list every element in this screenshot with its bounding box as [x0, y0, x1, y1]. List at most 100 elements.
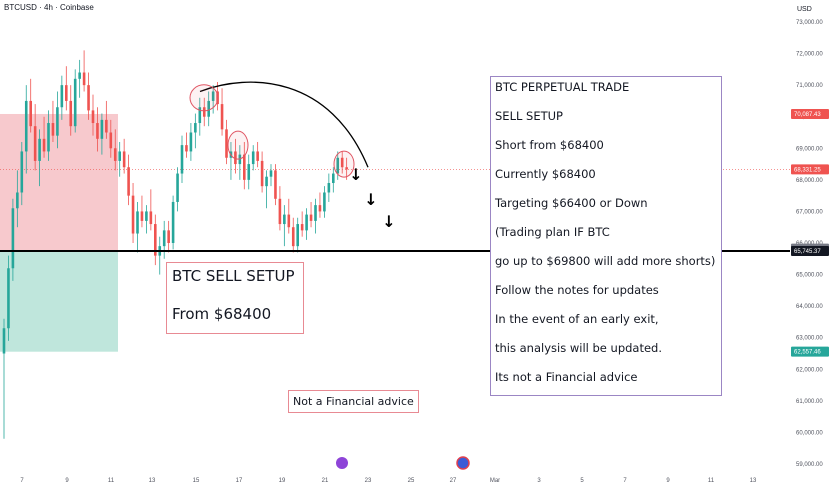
- candle-body: [345, 167, 348, 170]
- candle-body: [65, 85, 68, 101]
- candle-body: [96, 123, 99, 139]
- candle-body: [189, 132, 193, 152]
- candle-body: [194, 123, 197, 133]
- price-tag-label: 65,745.37: [794, 249, 821, 255]
- x-axis-tick-label: 13: [750, 478, 757, 484]
- x-axis-tick-label: 11: [108, 478, 115, 484]
- candle-body: [60, 85, 64, 108]
- candle-body: [20, 151, 24, 193]
- candle-body: [314, 205, 317, 221]
- x-axis-tick-label: 17: [236, 478, 243, 484]
- y-axis-tick-label: 65,000.00: [796, 273, 823, 279]
- candle-body: [332, 173, 335, 184]
- peak-highlight-circle: [333, 150, 355, 178]
- x-axis-tick-label: 5: [580, 478, 584, 484]
- candle-body: [305, 214, 308, 231]
- candle-body: [323, 192, 326, 212]
- target-zone: [0, 251, 118, 352]
- candle-body: [47, 123, 50, 152]
- ticker-title: BTCUSD · 4h · Coinbase: [4, 3, 94, 12]
- candle-body: [180, 145, 184, 174]
- candle-body: [56, 107, 59, 136]
- candle-body: [336, 157, 340, 174]
- down-arrow-icon: ↓: [349, 165, 362, 184]
- candle-body: [122, 151, 126, 168]
- candle-body: [207, 100, 210, 117]
- sell-setup-entry: From $68400: [172, 305, 272, 323]
- price-tag-label: 68,331.25: [794, 167, 821, 173]
- x-axis-tick-label: 15: [193, 478, 200, 484]
- trade-line: BTC PERPETUAL TRADE: [495, 80, 630, 94]
- candle-body: [113, 148, 117, 161]
- price-tag: [791, 108, 829, 119]
- candle-body: [82, 72, 86, 86]
- candle-body: [185, 145, 188, 152]
- candle-body: [171, 201, 175, 243]
- candle-body: [274, 170, 277, 199]
- x-axis-tick-label: 7: [623, 478, 627, 484]
- x-axis-tick-label: 19: [279, 478, 286, 484]
- flag-event-icon: [456, 456, 470, 470]
- sell-setup-title: BTC SELL SETUP: [172, 267, 295, 285]
- x-axis-tick-label: 3: [537, 478, 541, 484]
- candle-body: [109, 132, 113, 149]
- y-axis-tick-label: 69,000.00: [796, 146, 823, 152]
- y-axis-tick-label: 63,000.00: [796, 336, 823, 342]
- candle-body: [29, 100, 32, 127]
- trade-line: this analysis will be updated.: [495, 341, 663, 355]
- down-arrow-icon: ↓: [364, 190, 377, 209]
- x-axis-tick-label: 7: [20, 478, 24, 484]
- candle-body: [256, 151, 259, 161]
- candle-body: [78, 72, 81, 79]
- trade-line: go up to $69800 will add more shorts): [495, 254, 716, 268]
- y-axis-tick-label: 72,000.00: [796, 52, 823, 58]
- price-tag: [791, 164, 829, 175]
- price-tag-label: 62,557.46: [794, 350, 821, 356]
- candle-body: [87, 85, 90, 111]
- trade-plan-box: BTC PERPETUAL TRADE SELL SETUP Short fro…: [490, 76, 722, 396]
- x-axis-tick-label: 9: [666, 478, 670, 484]
- candle-body: [51, 123, 55, 136]
- x-axis-tick-label: 21: [322, 478, 329, 484]
- rounding-top-arc: [199, 81, 369, 168]
- trade-line: Its not a Financial advice: [495, 370, 638, 384]
- candle-body: [38, 138, 41, 161]
- candle-body: [131, 195, 135, 234]
- candle-body: [149, 211, 153, 225]
- candle-body: [283, 214, 286, 225]
- y-axis-tick-label: 62,000.00: [796, 367, 823, 373]
- trade-line: (Trading plan IF BTC: [495, 225, 610, 239]
- candle-body: [91, 110, 95, 124]
- candle-body: [287, 214, 291, 228]
- candle-body: [309, 214, 313, 221]
- candle-body: [278, 198, 282, 225]
- candle-body: [318, 205, 322, 212]
- candle-body: [118, 151, 121, 161]
- x-axis-tick-label: 9: [65, 478, 69, 484]
- candle-body: [154, 224, 157, 256]
- candle-body: [265, 176, 268, 187]
- candle-body: [211, 91, 215, 101]
- candle-body: [202, 107, 206, 117]
- candle-body: [296, 224, 299, 247]
- candle-body: [176, 173, 179, 202]
- x-axis-tick-label: 25: [408, 478, 415, 484]
- y-axis-tick-label: 61,000.00: [796, 399, 823, 405]
- candle-body: [105, 119, 108, 133]
- candle-body: [24, 100, 28, 152]
- disclaimer-box: Not a Financial advice: [288, 390, 419, 413]
- candle-body: [42, 138, 46, 152]
- candle-body: [162, 230, 166, 247]
- y-axis-tick-label: 60,000.00: [796, 430, 823, 436]
- trade-line: Targeting $66400 or Down: [495, 196, 648, 210]
- y-axis-tick-label: 73,000.00: [796, 20, 823, 26]
- trade-line: Currently $68400: [495, 167, 596, 181]
- y-axis-tick-label: 68,000.00: [796, 178, 823, 184]
- candle-body: [198, 107, 202, 124]
- candle-body: [300, 224, 304, 231]
- x-axis-tick-label: Mar: [490, 478, 500, 484]
- candle-body: [327, 183, 331, 193]
- x-axis-tick-label: 11: [708, 478, 715, 484]
- peak-highlight-circle: [227, 130, 249, 160]
